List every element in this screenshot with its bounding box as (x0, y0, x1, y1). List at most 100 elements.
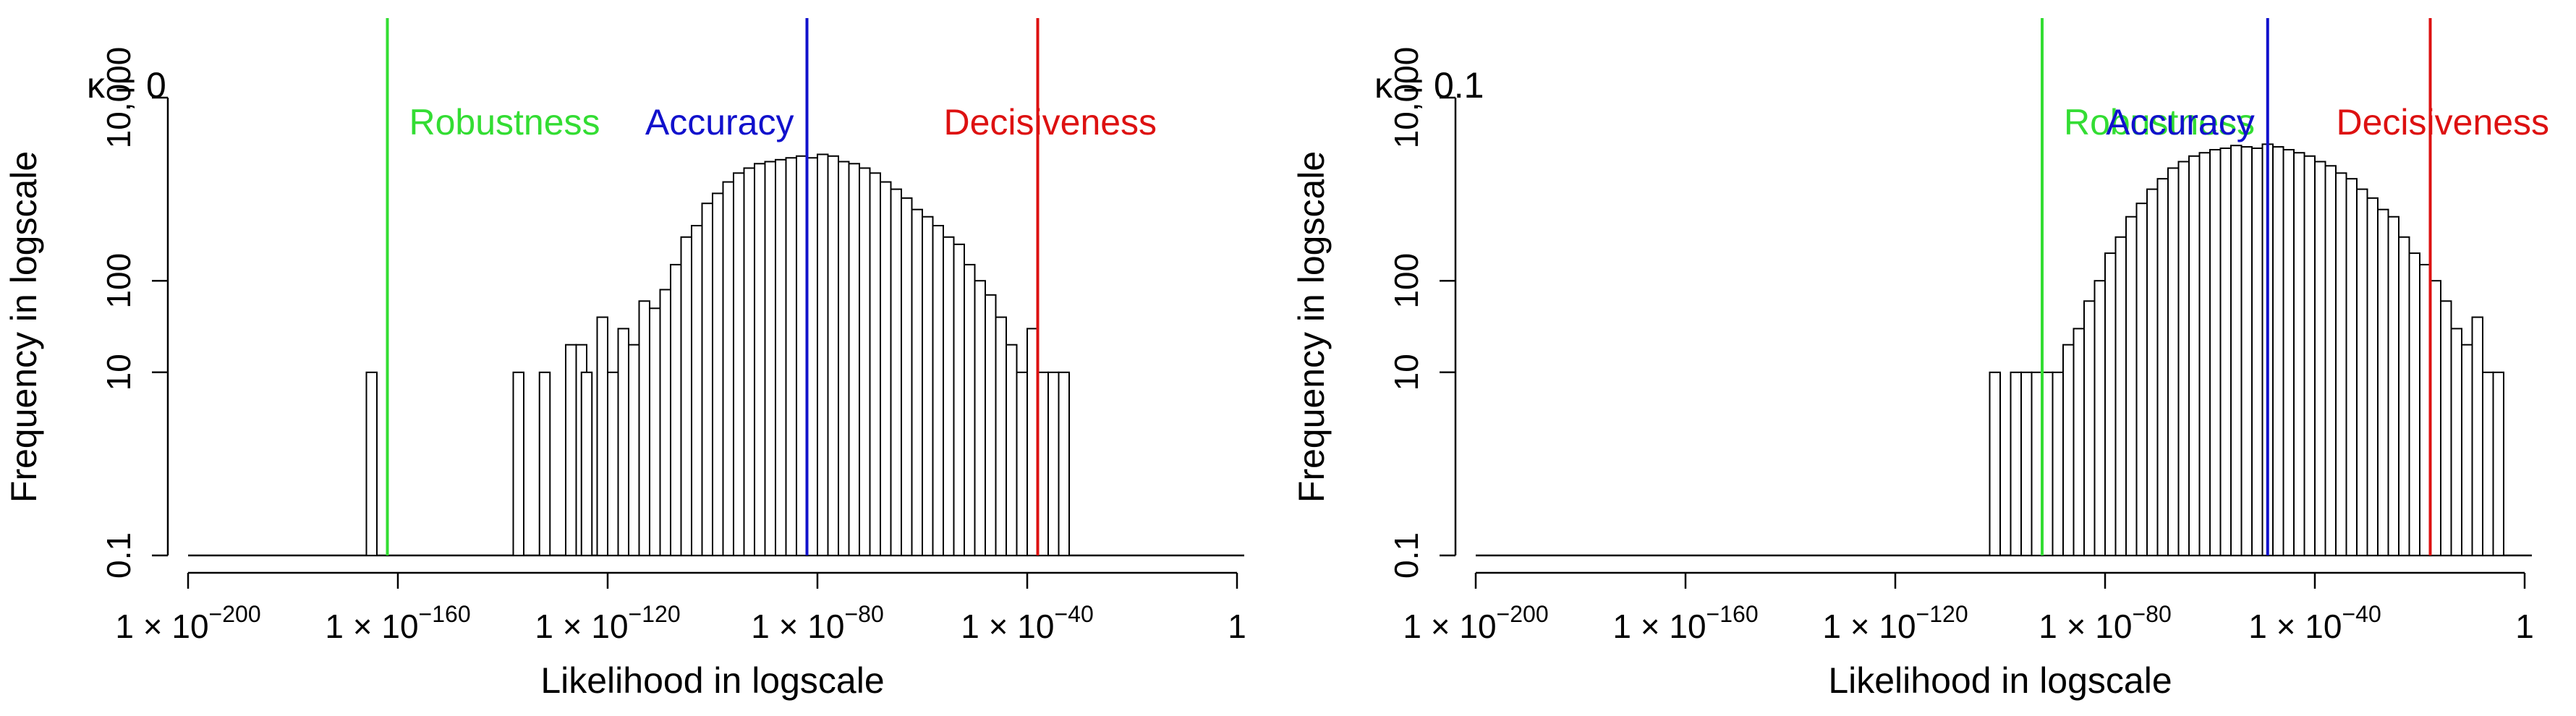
x-tick-label: 1 (2515, 608, 2534, 645)
histogram-bar (2419, 263, 2431, 556)
x-tick-label: 1 × 10−40 (2248, 601, 2381, 645)
histogram-bar (964, 263, 976, 556)
histogram-bar (974, 280, 986, 556)
histogram-bar (932, 224, 944, 556)
histogram-bar (722, 181, 734, 556)
histogram-bar (2010, 371, 2022, 556)
y-tick-label: 100 (1387, 253, 1425, 309)
histogram-bar (2482, 371, 2494, 556)
x-tick-label: 1 × 10−120 (1822, 601, 1968, 645)
histogram-bar (2156, 178, 2169, 557)
histogram-bar (890, 188, 902, 556)
histogram-bar (2398, 236, 2410, 556)
histogram-bar (838, 161, 850, 556)
y-tick-label: 0.1 (100, 532, 137, 579)
x-tick-label: 1 × 10−40 (961, 601, 1093, 645)
histogram-bar (1037, 371, 1049, 556)
histogram-bar (2240, 146, 2253, 556)
histogram-bar (2083, 300, 2096, 556)
histogram-bar (953, 243, 965, 556)
y-tick-label: 100 (100, 253, 137, 309)
histogram-bars (365, 153, 1070, 557)
histogram-bar (659, 289, 671, 556)
histogram-bar (628, 344, 640, 556)
histogram-bar (943, 236, 955, 556)
panel-kappa-label: κ = 0.1 (1374, 65, 1484, 106)
chart-svg-kappa-0: Robustness Accuracy Decisiveness κ = 0 0.1 10… (4, 18, 1246, 701)
histogram-bar (538, 371, 551, 556)
y-tick-label: 10 (1387, 354, 1425, 391)
histogram-bar (827, 155, 839, 557)
histogram-bar (2293, 152, 2305, 556)
histogram-bar (2303, 155, 2316, 557)
histogram-bar (712, 192, 724, 556)
histogram-bar (649, 307, 661, 556)
histogram-bar (2114, 236, 2127, 556)
histogram-bar (2282, 148, 2295, 557)
histogram-bar (901, 197, 913, 556)
histogram-bar (365, 371, 378, 556)
x-tick-label: 1 × 10−160 (325, 601, 470, 645)
histogram-bar (2272, 146, 2284, 556)
histogram-bar (607, 371, 619, 556)
histogram-bar (2440, 300, 2452, 556)
histogram-bar (2450, 328, 2462, 556)
y-axis-title: Frequency in logscale (1291, 151, 1332, 503)
histogram-bar (859, 167, 871, 556)
histogram-bar (2104, 252, 2117, 556)
histogram-bar (617, 328, 629, 556)
histogram-bar (911, 208, 923, 556)
histogram-bar (764, 161, 776, 556)
histogram-bar (1047, 371, 1060, 556)
histogram-bar (754, 163, 766, 556)
histogram-bar (2492, 371, 2504, 556)
histogram-bar (2377, 208, 2389, 556)
histogram-bar (638, 300, 650, 556)
vline-label-robustness: Robustness (409, 102, 600, 142)
histogram-bar (2230, 145, 2243, 556)
x-tick-label: 1 × 10−200 (115, 601, 260, 645)
x-tick-label: 1 (1228, 608, 1246, 645)
vline-label-decisiveness: Decisiveness (2337, 102, 2550, 142)
histogram-bar (1006, 344, 1018, 556)
histogram-bar (2209, 148, 2222, 557)
histogram-bar (785, 157, 797, 557)
histogram-bar (2031, 371, 2043, 556)
histogram-bar (580, 371, 593, 556)
vline-label-accuracy: Accuracy (645, 102, 794, 142)
histogram-bar (2041, 371, 2054, 556)
x-tick-label: 1 × 10−80 (2039, 601, 2171, 645)
histogram-bar (743, 167, 755, 556)
histogram-bar (2135, 203, 2148, 556)
y-tick-label: 0.1 (1387, 532, 1425, 579)
x-tick-label: 1 × 10−200 (1403, 601, 1548, 645)
histogram-bar (2020, 371, 2033, 556)
histogram-bar (565, 344, 577, 556)
histogram-bar (2219, 147, 2232, 556)
histogram-bar (512, 371, 524, 556)
histogram-bar (2146, 188, 2159, 556)
panel-kappa-label: κ = 0 (87, 65, 166, 106)
x-axis-title: Likelihood in logscale (540, 660, 884, 701)
histogram-bar (1058, 371, 1070, 556)
x-tick-label: 1 × 10−120 (535, 601, 680, 645)
chart-panel-kappa-0: Robustness Accuracy Decisiveness κ = 0 0.1 10… (4, 18, 1246, 701)
x-tick-label: 1 × 10−80 (751, 601, 883, 645)
vline-label-decisiveness: Decisiveness (944, 102, 1157, 142)
histogram-bar (806, 157, 818, 557)
histogram-bar (2073, 328, 2085, 556)
histogram-bar (2251, 147, 2263, 556)
histogram-bar (680, 236, 692, 556)
histogram-bar (670, 263, 682, 556)
vline-label-robustness: Robustness (2064, 102, 2255, 142)
histogram-bar (2387, 216, 2399, 556)
histogram-bar (2177, 161, 2190, 556)
histogram-bar (2429, 280, 2441, 556)
y-axis-title: Frequency in logscale (4, 151, 44, 503)
histogram-bar (2366, 197, 2379, 556)
histogram-bar (817, 153, 829, 556)
vline-label-accuracy: Accuracy (2106, 102, 2255, 142)
histogram-bar (2324, 165, 2337, 557)
histogram-bar (2356, 188, 2368, 556)
